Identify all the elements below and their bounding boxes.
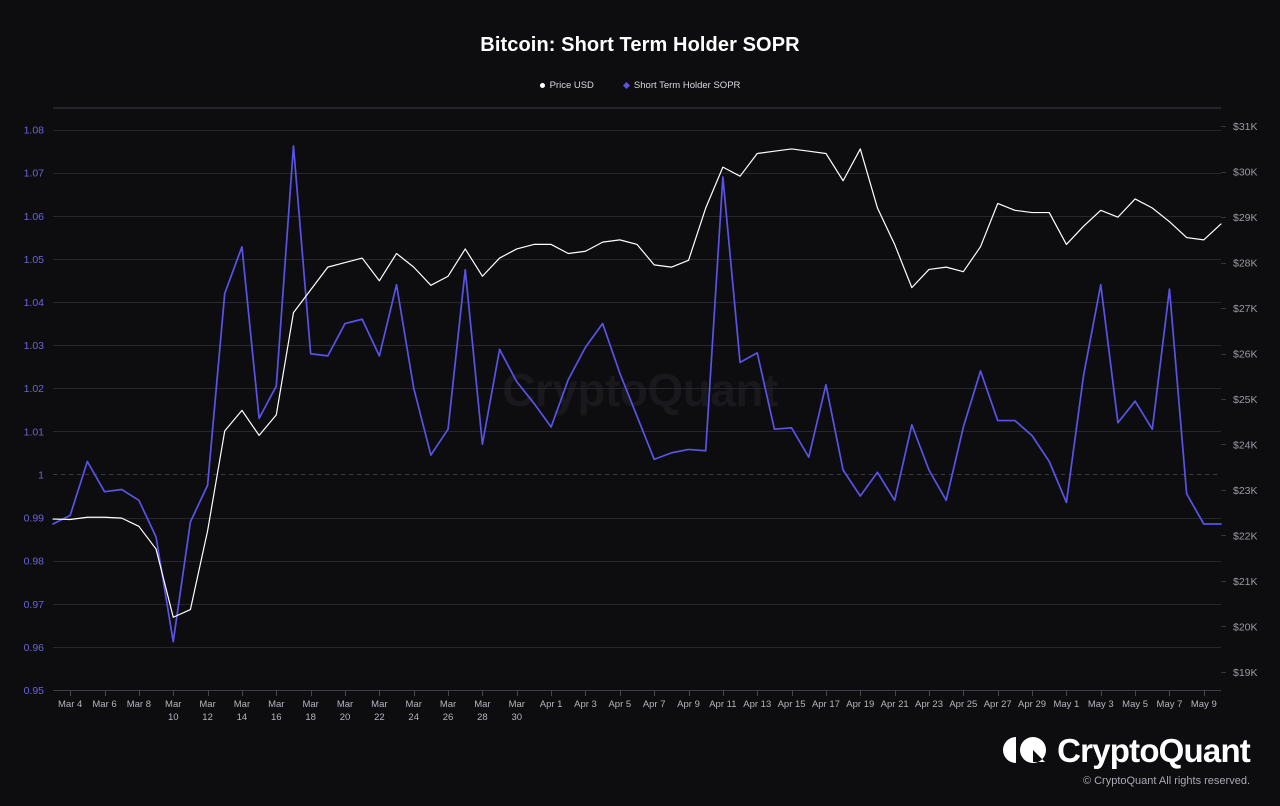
y-axis-left-tick-label: 1.06 xyxy=(24,211,45,223)
x-axis-tick-label: 16 xyxy=(271,712,282,723)
x-axis-tick-label: Mar 8 xyxy=(127,699,151,710)
x-axis-tick-label: Apr 13 xyxy=(743,699,771,710)
cryptoquant-logo-icon xyxy=(1003,737,1047,763)
x-axis-tick-label: 22 xyxy=(374,712,385,723)
x-axis-tick-label: May 5 xyxy=(1122,699,1148,710)
x-axis-tick-label: 30 xyxy=(511,712,522,723)
x-axis-tick-label: Apr 17 xyxy=(812,699,840,710)
x-axis-tick-label: 26 xyxy=(443,712,454,723)
x-axis-tick-label: Apr 9 xyxy=(677,699,700,710)
series-line-short-term-holder-sopr xyxy=(52,145,1222,643)
x-axis-tick-label: May 1 xyxy=(1053,699,1079,710)
x-axis-tick-label: Apr 1 xyxy=(540,699,563,710)
legend-item-price-usd[interactable]: Price USD xyxy=(539,80,594,91)
y-axis-right-tick-label: $30K xyxy=(1233,167,1258,179)
y-axis-left-tick-label: 0.96 xyxy=(24,642,45,654)
y-axis-left-tick-label: 1.08 xyxy=(24,125,45,137)
x-axis-tick-label: Mar xyxy=(406,699,422,710)
x-axis-tick-label: May 7 xyxy=(1157,699,1183,710)
x-axis-tick-label: Mar xyxy=(268,699,284,710)
y-axis-left-tick-label: 0.98 xyxy=(24,556,45,568)
x-axis-tick-label: Mar xyxy=(234,699,250,710)
x-axis-tick-label: 10 xyxy=(168,712,179,723)
x-axis-tick-label: Apr 23 xyxy=(915,699,943,710)
y-axis-left-tick-label: 1.01 xyxy=(24,426,45,438)
x-axis-tick-label: Mar xyxy=(199,699,215,710)
circle-marker-icon xyxy=(539,83,545,88)
x-axis-tick-label: May 9 xyxy=(1191,699,1217,710)
x-axis-tick-label: Mar 6 xyxy=(92,699,116,710)
y-axis-left-tick-label: 1.07 xyxy=(24,168,45,180)
y-axis-right-tick-label: $22K xyxy=(1233,530,1258,542)
x-axis-tick-label: Mar 4 xyxy=(58,699,82,710)
y-axis-left-tick-label: 0.99 xyxy=(24,513,45,525)
x-axis-tick-label: 14 xyxy=(237,712,248,723)
legend-label-sopr: Short Term Holder SOPR xyxy=(633,80,741,91)
y-axis-left-tick-label: 0.95 xyxy=(24,685,45,697)
x-axis-tick-label: Mar xyxy=(371,699,387,710)
x-axis-tick-label: Apr 25 xyxy=(949,699,977,710)
y-axis-right-tick-label: $20K xyxy=(1233,621,1258,633)
y-axis-right-tick-label: $24K xyxy=(1233,439,1258,451)
x-axis-tick-label: Apr 5 xyxy=(608,699,631,710)
y-axis-right-tick-label: $31K xyxy=(1233,121,1258,133)
legend-item-sopr[interactable]: Short Term Holder SOPR xyxy=(622,80,741,91)
x-axis-tick-label: Apr 21 xyxy=(881,699,909,710)
x-axis-tick-label: Mar xyxy=(337,699,353,710)
y-axis-right-tick-label: $25K xyxy=(1233,394,1258,406)
x-axis-tick-label: Apr 15 xyxy=(778,699,806,710)
x-axis-tick-label: Apr 19 xyxy=(846,699,874,710)
y-axis-right-tick-label: $27K xyxy=(1233,303,1258,315)
chart-title: Bitcoin: Short Term Holder SOPR xyxy=(480,34,800,56)
y-axis-right-tick-label: $29K xyxy=(1233,212,1258,224)
y-axis-right-tick-label: $26K xyxy=(1233,349,1258,361)
y-axis-left-tick-label: 1.05 xyxy=(24,254,45,266)
y-axis-left-tick-label: 1.04 xyxy=(24,297,45,309)
copyright-text: © CryptoQuant All rights reserved. xyxy=(1082,775,1250,787)
y-axis-left-tick-label: 0.97 xyxy=(24,599,45,611)
x-axis-tick-label: 12 xyxy=(202,712,213,723)
x-axis-tick-label: Apr 27 xyxy=(984,699,1012,710)
x-axis-tick-label: 28 xyxy=(477,712,488,723)
chart-legend: Price USD Short Term Holder SOPR xyxy=(0,80,1280,91)
x-axis-tick-label: Mar xyxy=(474,699,490,710)
x-axis-tick-label: Mar xyxy=(509,699,525,710)
cryptoquant-logo: CryptoQuant xyxy=(1002,731,1251,769)
y-axis-right-tick-label: $21K xyxy=(1233,576,1258,588)
y-axis-left-tick-label: 1.03 xyxy=(24,340,45,352)
y-axis-left-tick-label: 1 xyxy=(38,469,44,481)
x-axis-tick-label: 24 xyxy=(408,712,419,723)
x-axis-tick-label: 18 xyxy=(305,712,316,723)
legend-label-price-usd: Price USD xyxy=(549,80,594,91)
x-axis-tick-label: 20 xyxy=(340,712,351,723)
x-axis-tick-label: Apr 11 xyxy=(709,699,736,710)
x-axis-tick-label: May 3 xyxy=(1088,699,1114,710)
x-axis-tick-label: Apr 29 xyxy=(1018,699,1046,710)
x-axis-tick-label: Apr 3 xyxy=(574,699,597,710)
x-axis-tick-label: Apr 7 xyxy=(643,699,666,710)
series-line-price-usd xyxy=(52,148,1222,618)
y-axis-right-tick-label: $23K xyxy=(1233,485,1258,497)
logo-wordmark: CryptoQuant xyxy=(1057,731,1251,769)
y-axis-right-tick-label: $28K xyxy=(1233,258,1258,270)
y-axis-left-tick-label: 1.02 xyxy=(24,383,45,395)
x-axis-tick-label: Mar xyxy=(302,699,318,710)
x-axis-tick-label: Mar xyxy=(165,699,181,710)
y-axis-right-tick-label: $19K xyxy=(1233,667,1258,679)
x-axis-tick-label: Mar xyxy=(440,699,456,710)
